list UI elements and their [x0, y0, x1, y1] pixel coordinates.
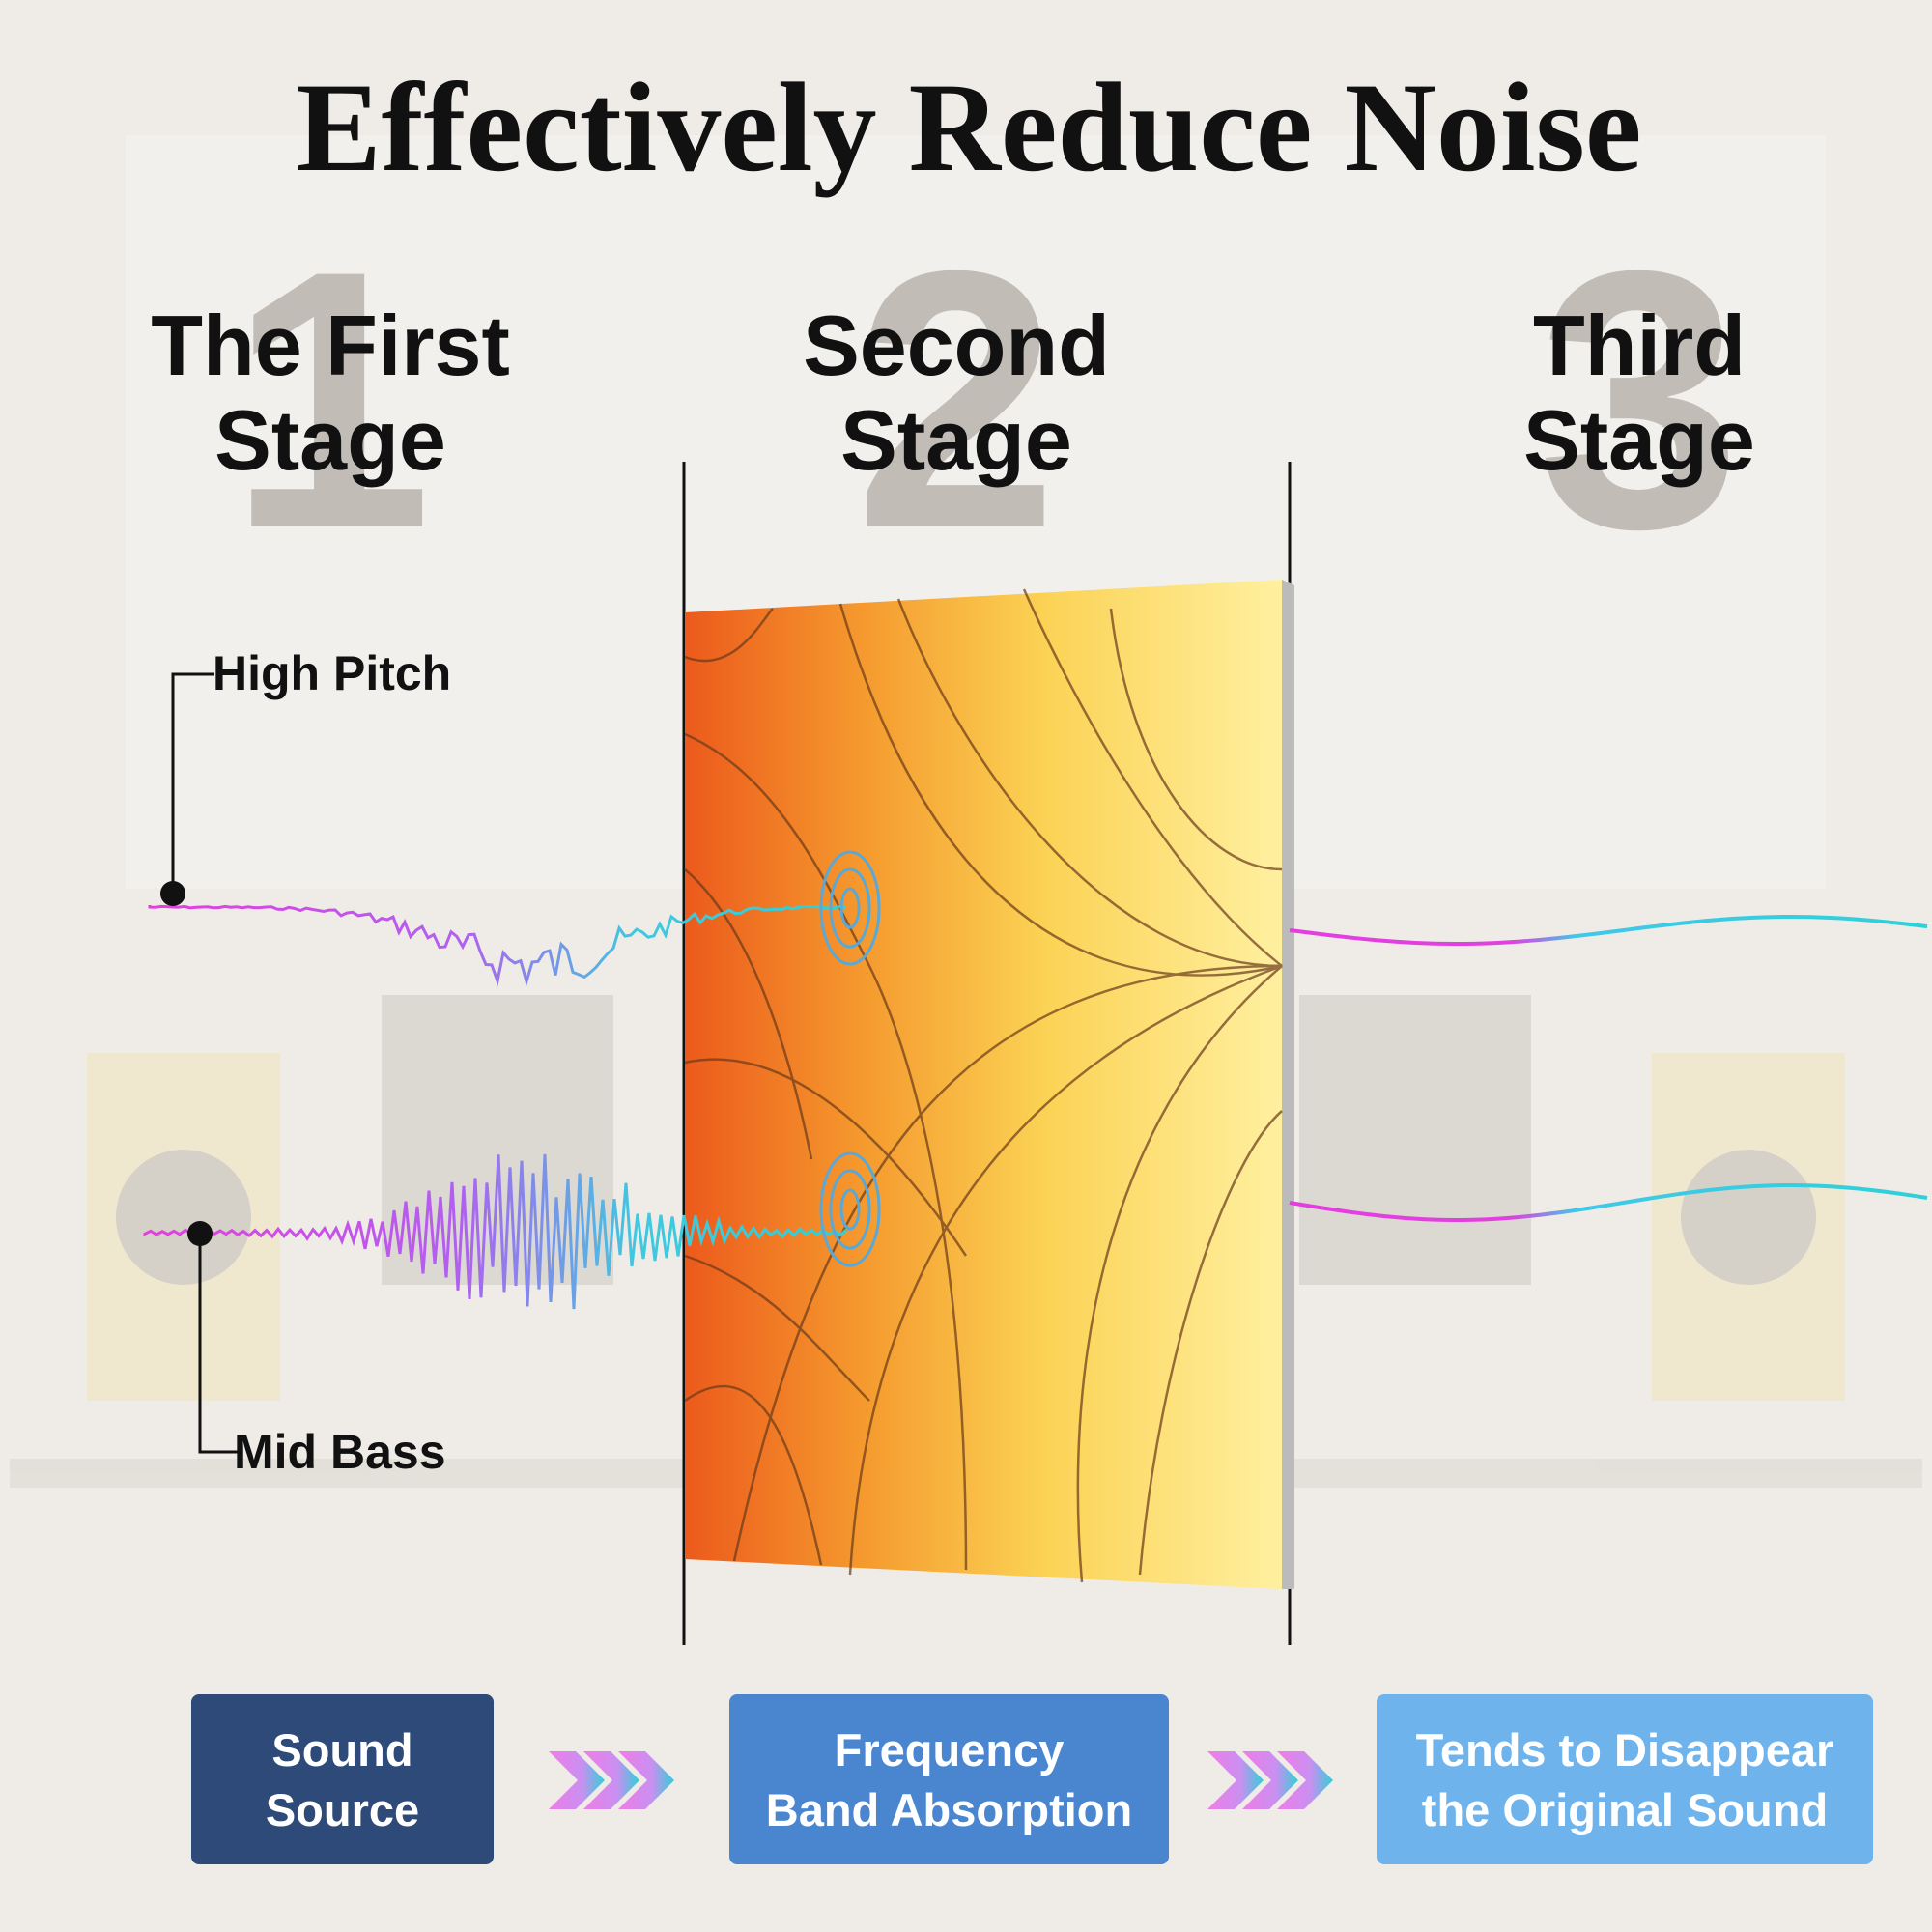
stage-number: 1: [228, 194, 432, 605]
stage-title: Stage: [214, 392, 446, 488]
stage-title: Second: [803, 298, 1110, 393]
stage-title: The First: [151, 298, 510, 393]
panel-edge: [1282, 580, 1294, 1589]
attenuated-wave: [1289, 1182, 1928, 1222]
stage-title: Third: [1533, 298, 1746, 393]
mid-bass-callout: Mid Bass: [187, 1221, 446, 1479]
high-pitch-callout: High Pitch: [160, 646, 451, 906]
sound-wave: [148, 904, 846, 987]
sound-wave: [143, 1153, 848, 1310]
callout-dot: [160, 881, 185, 906]
panel-face: [685, 580, 1282, 1589]
label: High Pitch: [213, 646, 451, 700]
label: Mid Bass: [234, 1425, 446, 1479]
background-studio: [10, 135, 1922, 1488]
step-box: [729, 1694, 1169, 1864]
step-box: [1377, 1694, 1873, 1864]
callout-line: [198, 1234, 238, 1454]
step-text: the Original Sound: [1422, 1784, 1828, 1835]
monitor: [382, 995, 613, 1285]
monitor: [1299, 995, 1531, 1285]
title: Effectively Reduce Noise: [297, 56, 1642, 198]
speaker-cone: [1681, 1150, 1816, 1285]
step-text: Sound: [271, 1724, 412, 1776]
attenuated-wave: [1289, 915, 1928, 946]
acoustic-panel: [684, 580, 1294, 1589]
stage-number: 3: [1537, 194, 1741, 605]
stage-title: Stage: [840, 392, 1072, 488]
speaker-cone: [116, 1150, 251, 1285]
step-box: [191, 1694, 494, 1864]
chevrons: [549, 1751, 1333, 1809]
stage-number: 2: [854, 194, 1058, 605]
step-text: Tends to Disappear: [1416, 1724, 1834, 1776]
step-text: Band Absorption: [766, 1784, 1132, 1835]
target-rings: [819, 850, 881, 1267]
stage-title: Stage: [1523, 392, 1755, 488]
callout-line: [171, 672, 214, 894]
step-text: Source: [266, 1784, 419, 1835]
step-text: Frequency: [835, 1724, 1065, 1776]
panel-pattern: [684, 588, 1283, 1583]
callout-dot: [187, 1221, 213, 1246]
